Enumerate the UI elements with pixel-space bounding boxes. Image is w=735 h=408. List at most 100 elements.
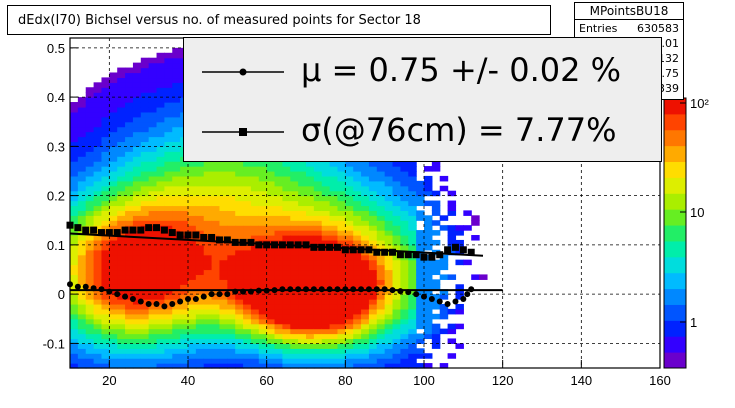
heatmap-cell bbox=[85, 230, 95, 236]
heatmap-cell bbox=[408, 195, 417, 202]
heatmap-cell bbox=[376, 294, 386, 300]
heatmap-cell bbox=[195, 235, 205, 241]
heatmap-cell bbox=[298, 323, 307, 330]
heatmap-cell bbox=[298, 215, 307, 221]
heatmap-cell bbox=[93, 264, 103, 271]
heatmap-cell bbox=[164, 264, 173, 271]
heatmap-cell bbox=[117, 249, 126, 256]
heatmap-cell bbox=[164, 343, 173, 349]
heatmap-cell bbox=[85, 180, 95, 187]
heatmap-cell bbox=[172, 77, 181, 83]
heatmap-cell bbox=[101, 333, 110, 340]
heatmap-cell bbox=[109, 353, 118, 359]
heatmap-cell bbox=[93, 313, 103, 320]
heatmap-cell bbox=[172, 303, 181, 310]
heatmap-cell bbox=[274, 313, 283, 320]
heatmap-cell bbox=[416, 235, 425, 241]
heatmap-cell bbox=[132, 303, 142, 310]
heatmap-cell bbox=[345, 338, 354, 344]
heatmap-cell bbox=[93, 358, 103, 364]
heatmap-cell bbox=[93, 190, 103, 197]
heatmap-cell bbox=[298, 274, 307, 280]
heatmap-cell bbox=[77, 185, 87, 192]
heatmap-cell bbox=[353, 294, 362, 300]
heatmap-cell bbox=[164, 225, 173, 231]
heatmap-cell bbox=[282, 220, 291, 226]
heatmap-cell bbox=[101, 294, 110, 300]
heatmap-cell bbox=[235, 190, 244, 197]
sigma-point bbox=[381, 248, 389, 256]
heatmap-cell bbox=[235, 353, 244, 359]
heatmap-cell bbox=[101, 190, 110, 197]
heatmap-cell bbox=[361, 170, 370, 177]
sigma-point bbox=[278, 241, 286, 249]
heatmap-cell bbox=[266, 161, 276, 167]
heatmap-cell bbox=[188, 249, 197, 256]
heatmap-cell bbox=[132, 299, 142, 305]
heatmap-cell bbox=[353, 284, 362, 290]
sigma-point bbox=[436, 251, 444, 259]
heatmap-cell bbox=[416, 239, 425, 246]
heatmap-cell bbox=[250, 333, 260, 340]
heatmap-cell bbox=[376, 279, 386, 285]
heatmap-cell bbox=[125, 102, 134, 108]
heatmap-cell bbox=[148, 210, 158, 216]
heatmap-cell bbox=[219, 279, 228, 285]
heatmap-cell bbox=[392, 348, 401, 354]
heatmap-cell bbox=[148, 259, 158, 266]
mean-point bbox=[397, 288, 404, 295]
heatmap-cell bbox=[148, 289, 158, 295]
heatmap-cell bbox=[368, 259, 378, 266]
heatmap-cell bbox=[203, 358, 213, 364]
heatmap-cell bbox=[361, 269, 370, 276]
heatmap-cell bbox=[447, 205, 457, 211]
heatmap-cell bbox=[274, 254, 283, 261]
heatmap-cell bbox=[140, 77, 150, 83]
heatmap-cell bbox=[164, 333, 173, 340]
heatmap-cell bbox=[329, 269, 339, 276]
heatmap-cell bbox=[306, 235, 315, 241]
heatmap-cell bbox=[140, 274, 150, 280]
heatmap-cell bbox=[416, 299, 425, 305]
heatmap-cell bbox=[188, 166, 197, 172]
heatmap-cell bbox=[156, 200, 165, 207]
heatmap-cell bbox=[431, 210, 441, 216]
heatmap-cell bbox=[282, 180, 291, 187]
heatmap-cell bbox=[416, 195, 425, 202]
heatmap-cell bbox=[148, 185, 158, 192]
heatmap-cell bbox=[290, 200, 299, 207]
heatmap-cell bbox=[101, 97, 110, 103]
heatmap-cell bbox=[203, 313, 213, 320]
heatmap-cell bbox=[384, 318, 394, 325]
heatmap-cell bbox=[85, 156, 95, 162]
sigma-point bbox=[451, 243, 459, 251]
heatmap-cell bbox=[400, 235, 409, 241]
heatmap-cell bbox=[235, 284, 244, 290]
heatmap-cell bbox=[188, 210, 197, 216]
heatmap-cell bbox=[132, 358, 142, 364]
heatmap-cell bbox=[132, 185, 142, 192]
heatmap-cell bbox=[400, 249, 409, 256]
heatmap-cell bbox=[290, 239, 299, 246]
heatmap-cell bbox=[203, 338, 213, 344]
heatmap-cell bbox=[156, 170, 165, 177]
heatmap-cell bbox=[290, 244, 299, 251]
chart-title: dEdx(I70) Bichsel versus no. of measured… bbox=[18, 13, 421, 28]
heatmap-cell bbox=[376, 328, 386, 335]
heatmap-cell bbox=[376, 166, 386, 172]
sigma-point bbox=[90, 226, 98, 234]
heatmap-cell bbox=[188, 313, 197, 320]
heatmap-cell bbox=[85, 141, 95, 147]
heatmap-cell bbox=[274, 348, 283, 354]
heatmap-cell bbox=[219, 249, 228, 256]
heatmap-cell bbox=[148, 308, 158, 315]
heatmap-cell bbox=[180, 264, 189, 271]
heatmap-cell bbox=[70, 299, 79, 305]
heatmap-cell bbox=[290, 205, 299, 211]
heatmap-cell bbox=[227, 244, 236, 251]
heatmap-cell bbox=[211, 166, 221, 172]
heatmap-cell bbox=[77, 338, 87, 344]
heatmap-cell bbox=[219, 210, 228, 216]
heatmap-cell bbox=[164, 170, 173, 177]
